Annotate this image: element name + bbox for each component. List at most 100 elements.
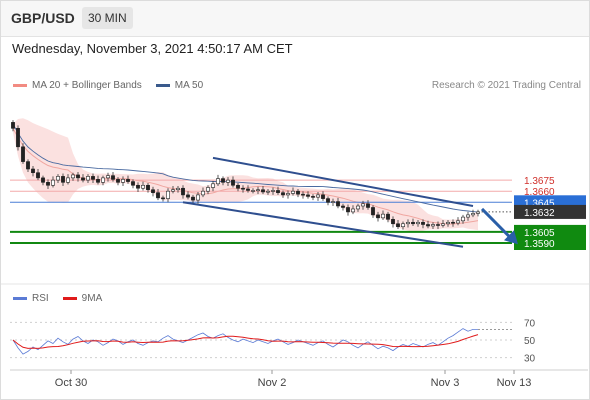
channel-lower-line [182,201,464,248]
candle [411,221,415,225]
candle [331,201,335,203]
candle [436,224,440,226]
candle [11,122,15,129]
timeframe-button[interactable]: 30 MIN [82,7,133,29]
candle [391,219,395,225]
candle [191,196,195,201]
candle [131,181,135,186]
candle [316,194,320,198]
level-label-box [514,204,586,219]
ma50-swatch [155,84,170,87]
ma50-legend-label: MA 50 [174,80,204,91]
candle [46,182,50,186]
candle [286,193,290,196]
candle [186,194,190,198]
candle [346,207,350,213]
level-label: 1.3660 [524,187,555,198]
candle [401,223,405,228]
level-label: 1.3605 [524,228,555,239]
ma20-swatch [13,84,27,87]
candle [376,214,380,219]
candle [141,184,145,189]
candle [311,196,315,198]
candle [261,189,265,193]
candle [326,198,330,203]
candle [76,174,80,179]
candle [171,189,175,192]
candle [121,179,125,183]
candle [336,201,340,207]
candle [181,187,185,196]
forecast-arrow-head [504,230,518,245]
candle [246,188,250,191]
candle [256,189,260,192]
candle [276,190,280,193]
ma20-line [12,128,479,225]
candle [146,184,150,191]
candle [266,190,270,193]
candle [451,221,455,224]
x-tick-label: Nov 13 [497,377,532,389]
candle [41,177,45,183]
candle [431,224,435,227]
candle [156,192,160,199]
candle [51,179,55,186]
ma20-legend-label: MA 20 + Bollinger Bands [32,80,142,91]
candle [101,177,105,183]
x-tick-label: Nov 2 [258,377,287,389]
level-label-box [514,236,586,250]
candle [236,184,240,189]
candle [91,176,95,180]
candle [416,221,420,225]
candle [251,190,255,192]
candle [81,177,85,181]
ma50-line [12,123,479,213]
channel-upper-line [212,156,474,207]
rsi-ma-line [12,334,479,349]
candle [21,146,25,162]
candle [241,187,245,190]
candle [166,190,170,199]
candle [366,203,370,208]
candle [381,213,385,219]
x-tick-label: Nov 3 [431,377,460,389]
rsi-swatch [13,297,27,300]
candle [306,194,310,197]
candle [281,192,285,196]
candle [136,184,140,189]
chart-datetime: Wednesday, November 3, 2021 4:50:17 AM C… [12,41,293,56]
level-label: 1.3675 [524,176,555,187]
candle [371,207,375,216]
candle [96,179,100,183]
candle [271,190,275,192]
rsi-tick-label: 30 [524,354,536,365]
candle [421,221,425,225]
candle [16,128,20,148]
candle [31,168,35,173]
candle [161,197,165,200]
rsi-ma-legend-label: 9MA [81,293,103,304]
candle [456,220,460,224]
level-label: 1.3645 [524,198,555,209]
chart-header: GBP/USD 30 MIN [0,0,590,37]
candle [461,216,465,222]
candle [71,174,75,179]
forecast-arrow-shaft [480,207,514,241]
candle [196,194,200,201]
candle [151,189,155,193]
candle [291,190,295,194]
candle [211,183,215,188]
candle [361,203,365,207]
candle [351,208,355,213]
credit-text: Research © 2021 Trading Central [431,80,581,91]
candle [476,211,480,214]
candle [226,179,230,183]
candle [176,187,180,191]
candle [106,175,110,179]
candle [61,176,65,183]
candle [446,221,450,225]
level-label-box [514,224,586,239]
candle [356,205,360,210]
candle [86,176,90,181]
